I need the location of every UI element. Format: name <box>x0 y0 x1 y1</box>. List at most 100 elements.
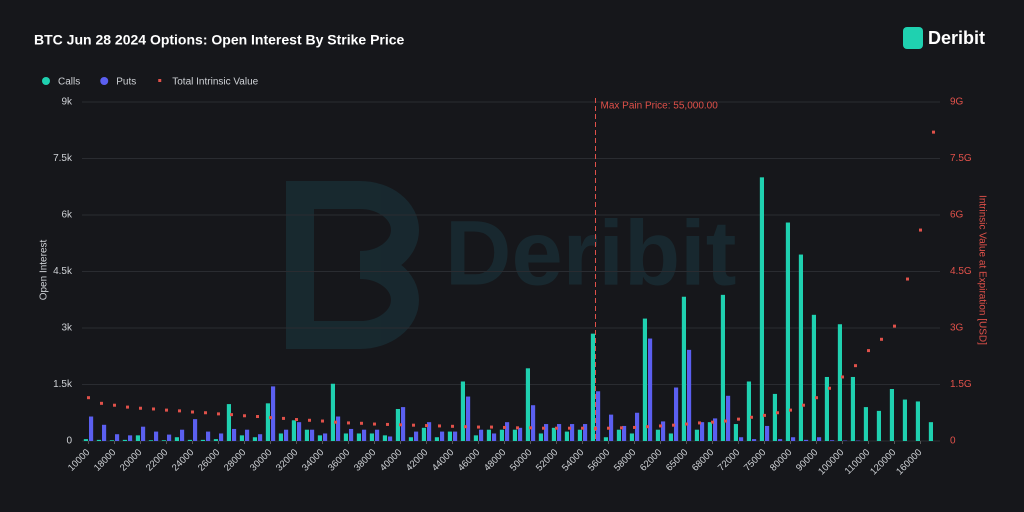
bar <box>752 439 757 441</box>
bar <box>765 425 770 441</box>
bar <box>772 393 777 441</box>
bar <box>642 318 647 441</box>
chart-title: BTC Jun 28 2024 Options: Open Interest B… <box>34 32 405 48</box>
watermark-text: Deribit <box>445 202 736 304</box>
intrinsic-point <box>802 403 805 407</box>
intrinsic-point <box>282 416 285 420</box>
intrinsic-point <box>555 426 558 430</box>
intrinsic-point <box>815 396 818 400</box>
bar <box>720 294 725 441</box>
bar <box>889 389 894 441</box>
intrinsic-point <box>828 386 831 390</box>
bar <box>141 426 146 441</box>
bar <box>323 433 328 441</box>
intrinsic-point <box>867 349 870 353</box>
bar <box>414 431 419 441</box>
y2-tick-label: 0 <box>950 436 956 447</box>
intrinsic-point <box>503 425 506 429</box>
bar <box>408 437 413 441</box>
bar <box>258 434 263 441</box>
bar <box>557 424 562 441</box>
intrinsic-point <box>386 422 389 426</box>
bar <box>375 429 380 441</box>
bar <box>791 437 796 441</box>
legend-label: Calls <box>58 77 80 88</box>
bar <box>538 433 543 441</box>
bar <box>317 435 322 441</box>
legend-marker <box>158 79 162 82</box>
bar <box>583 424 588 441</box>
bar <box>388 436 393 441</box>
bar <box>96 439 101 441</box>
bar <box>531 405 536 441</box>
bar <box>746 381 751 441</box>
bar <box>616 429 621 441</box>
intrinsic-point <box>204 411 207 415</box>
bar <box>427 422 432 441</box>
bar <box>291 420 296 441</box>
bar <box>622 425 627 441</box>
y2-tick-label: 1.5G <box>950 379 972 390</box>
legend-marker <box>100 77 109 85</box>
intrinsic-point <box>165 408 168 412</box>
bar <box>778 439 783 441</box>
bar <box>174 437 179 441</box>
intrinsic-point <box>685 422 688 426</box>
intrinsic-point <box>932 130 935 134</box>
intrinsic-point <box>100 401 103 405</box>
bar <box>265 403 270 441</box>
bar <box>655 429 660 441</box>
bar <box>349 428 354 441</box>
intrinsic-point <box>711 420 714 424</box>
intrinsic-point <box>269 416 272 420</box>
intrinsic-point <box>438 424 441 428</box>
intrinsic-point <box>620 426 623 430</box>
bar <box>245 429 250 441</box>
bar <box>499 429 504 441</box>
bar <box>798 254 803 441</box>
bar <box>713 418 718 441</box>
intrinsic-point <box>750 415 753 419</box>
watermark: Deribit <box>286 181 736 349</box>
intrinsic-point <box>87 396 90 400</box>
bar <box>850 376 855 441</box>
bar <box>453 431 458 441</box>
bar <box>817 437 822 441</box>
bar <box>206 431 211 441</box>
bar <box>726 395 731 441</box>
intrinsic-point <box>412 423 415 427</box>
intrinsic-point <box>529 426 532 430</box>
bar <box>460 381 465 441</box>
bar <box>648 338 653 441</box>
bar <box>492 433 497 441</box>
bar <box>284 429 289 441</box>
bar <box>252 437 257 441</box>
y2-tick-label: 3G <box>950 323 964 334</box>
intrinsic-point <box>178 409 181 413</box>
intrinsic-point <box>113 403 116 407</box>
bar <box>239 435 244 441</box>
bar <box>382 435 387 441</box>
y-tick-label: 1.5k <box>53 379 73 390</box>
bar <box>564 431 569 441</box>
logo-icon <box>903 27 923 49</box>
bar <box>830 440 835 441</box>
bar <box>590 333 595 441</box>
bar <box>512 429 517 441</box>
bar <box>661 421 666 441</box>
bar <box>434 437 439 441</box>
bar <box>89 416 94 441</box>
intrinsic-point <box>399 423 402 427</box>
intrinsic-point <box>360 421 363 425</box>
intrinsic-point <box>295 418 298 422</box>
intrinsic-point <box>893 324 896 328</box>
bar <box>674 387 679 441</box>
intrinsic-point <box>256 415 259 419</box>
bar <box>700 422 705 441</box>
intrinsic-point <box>672 423 675 427</box>
bar <box>902 399 907 441</box>
intrinsic-point <box>698 421 701 425</box>
intrinsic-point <box>568 426 571 430</box>
intrinsic-point <box>308 418 311 422</box>
intrinsic-point <box>464 425 467 429</box>
